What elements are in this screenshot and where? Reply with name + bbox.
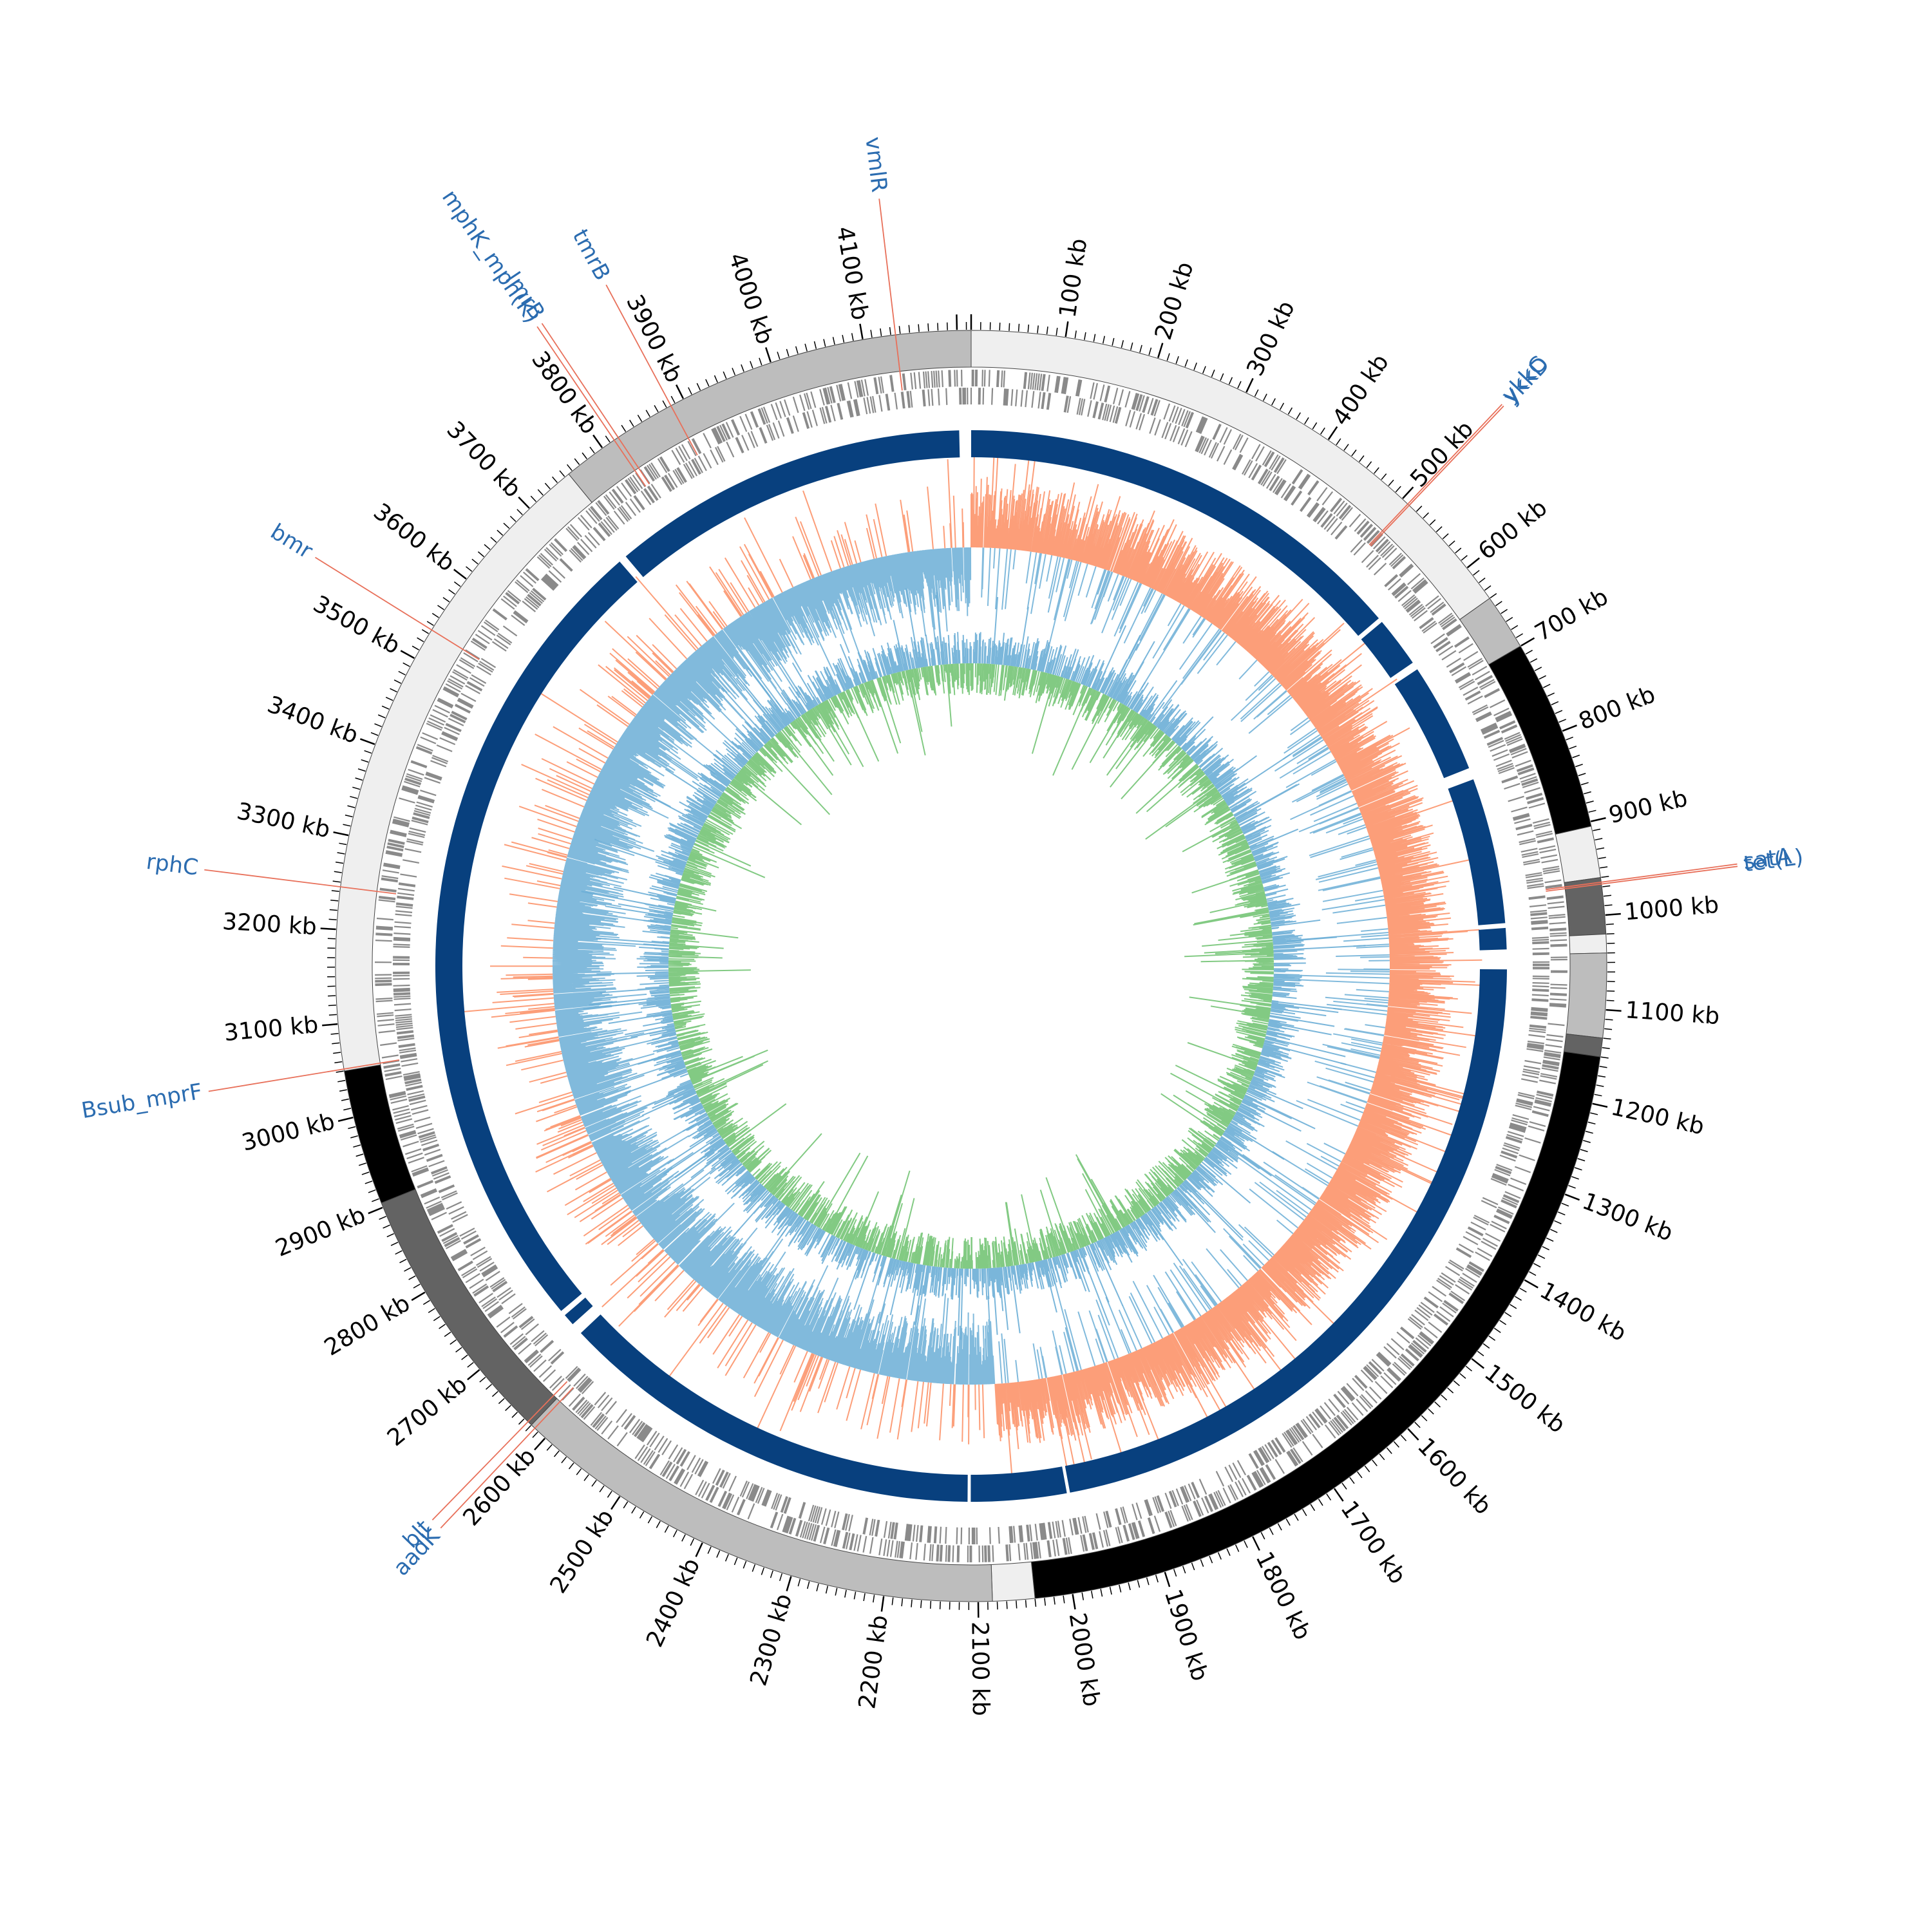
scale-tick-label: 1600 kb bbox=[1412, 1433, 1497, 1520]
annotation-leader bbox=[1368, 404, 1502, 545]
scale-tick-label: 3900 kb bbox=[621, 290, 687, 386]
annotation-leader bbox=[431, 1381, 568, 1520]
skew-positive-bars bbox=[668, 663, 1274, 1269]
scale-tick-label: 1800 kb bbox=[1250, 1548, 1316, 1644]
skew-ring bbox=[581, 588, 1366, 1340]
scale-tick-label: 3100 kb bbox=[223, 1012, 319, 1046]
annotation-leader bbox=[536, 326, 647, 487]
coverage-segment bbox=[435, 562, 638, 1311]
coverage-segment bbox=[1448, 779, 1506, 925]
scale-tick-label: 3800 kb bbox=[526, 346, 603, 439]
annotation-leader bbox=[1545, 863, 1738, 891]
coverage-segment bbox=[1065, 969, 1507, 1493]
annotation-leader bbox=[440, 1387, 574, 1529]
coverage-segment bbox=[1394, 669, 1470, 779]
scale-tick-label: 400 kb bbox=[1327, 350, 1394, 431]
minor-ticks bbox=[327, 321, 1616, 1610]
contig-segment bbox=[568, 330, 972, 503]
scale-tick-label: 4100 kb bbox=[831, 225, 873, 323]
gene-label: vmlR bbox=[860, 135, 892, 193]
contig-segment bbox=[1488, 645, 1592, 835]
annotation-leader bbox=[1546, 866, 1738, 892]
coverage-ring bbox=[435, 430, 1507, 1502]
skew-negative-bars bbox=[581, 588, 1366, 1340]
scale-tick-label: 1700 kb bbox=[1335, 1496, 1410, 1589]
gene-label: bmr bbox=[266, 519, 317, 564]
feature-ring bbox=[374, 369, 1568, 1563]
scale-tick-label: 3700 kb bbox=[441, 417, 526, 503]
scale-tick-label: 3000 kb bbox=[240, 1108, 337, 1157]
annotation-leader bbox=[315, 556, 480, 660]
gene-label: rphC bbox=[145, 849, 200, 881]
scale-tick-label: 3200 kb bbox=[222, 909, 317, 940]
contig-segment bbox=[1555, 826, 1601, 884]
coverage-segment bbox=[1361, 621, 1413, 678]
scale-tick-label: 2400 kb bbox=[641, 1555, 705, 1651]
coverage-segment bbox=[580, 1314, 968, 1502]
annotation-leader bbox=[878, 198, 903, 391]
scale-tick-label: 2700 kb bbox=[383, 1371, 472, 1452]
scale-tick-label: 2600 kb bbox=[458, 1443, 541, 1531]
contig-segment bbox=[1569, 933, 1607, 954]
scale-tick-label: 1400 kb bbox=[1535, 1277, 1631, 1347]
scale-tick-label: 200 kb bbox=[1150, 259, 1199, 343]
scale-tick-label: 600 kb bbox=[1473, 495, 1552, 565]
gc-below-bars bbox=[552, 547, 1390, 1385]
scale-tick-label: 1000 kb bbox=[1624, 892, 1720, 926]
gc-content-ring bbox=[461, 445, 1486, 1478]
scale-tick-label: 3400 kb bbox=[264, 692, 362, 750]
scale-tick-label: 2300 kb bbox=[745, 1591, 797, 1689]
scale-tick-label: 2900 kb bbox=[272, 1202, 369, 1262]
gene-label: Bsub_mprF bbox=[80, 1079, 204, 1124]
annotation-leader bbox=[204, 869, 397, 895]
scale-tick-label: 3600 kb bbox=[368, 498, 459, 577]
scale-tick-label: 2200 kb bbox=[854, 1613, 893, 1710]
annotation-leader bbox=[1370, 405, 1504, 547]
gene-label: tmrB bbox=[567, 225, 616, 285]
scale-tick-label: 3500 kb bbox=[308, 591, 404, 659]
scale-tick-label: 800 kb bbox=[1575, 681, 1659, 735]
scale-tick-label: 2800 kb bbox=[320, 1290, 415, 1361]
gene-label: satA bbox=[1742, 843, 1794, 875]
scale-tick-label: 2500 kb bbox=[545, 1505, 619, 1598]
scale-tick-label: 1200 kb bbox=[1609, 1094, 1707, 1141]
contig-segment bbox=[1566, 952, 1607, 1039]
contig-segment bbox=[990, 1561, 1036, 1602]
feature-ticks bbox=[374, 369, 1568, 1563]
annotation-leader bbox=[208, 1059, 400, 1092]
scale-tick-label: 300 kb bbox=[1242, 297, 1300, 380]
scale-tick-label: 1100 kb bbox=[1624, 997, 1720, 1030]
contig-segment bbox=[531, 1397, 993, 1602]
scale-tick-label: 900 kb bbox=[1606, 785, 1690, 829]
scale-tick-label: 1300 kb bbox=[1578, 1188, 1676, 1247]
scale-tick-label: 2000 kb bbox=[1064, 1611, 1105, 1708]
scale-tick-label: 2100 kb bbox=[966, 1622, 994, 1716]
major-ticks bbox=[320, 314, 1622, 1618]
gene-label: mphK_mph(K) bbox=[437, 185, 545, 328]
annotation-leader bbox=[541, 323, 650, 485]
scale-tick-label: 500 kb bbox=[1405, 416, 1479, 493]
coverage-segment bbox=[625, 430, 960, 578]
scale-tick-label: 1900 kb bbox=[1159, 1586, 1213, 1684]
coverage-segment bbox=[971, 430, 1379, 636]
annotation-leader bbox=[605, 284, 698, 456]
gc-above-bars bbox=[461, 445, 1486, 1478]
scale-tick-label: 1500 kb bbox=[1479, 1359, 1570, 1439]
contig-ring bbox=[335, 330, 1607, 1602]
scale-tick-label: 4000 kb bbox=[723, 250, 778, 348]
coverage-segment bbox=[1478, 927, 1507, 951]
coverage-segment bbox=[971, 1466, 1067, 1502]
scale-tick-label: 3300 kb bbox=[234, 798, 332, 843]
coverage-segment bbox=[565, 1297, 593, 1325]
scale-tick-label: 700 kb bbox=[1531, 583, 1613, 647]
scale-tick-label: 100 kb bbox=[1054, 237, 1092, 320]
